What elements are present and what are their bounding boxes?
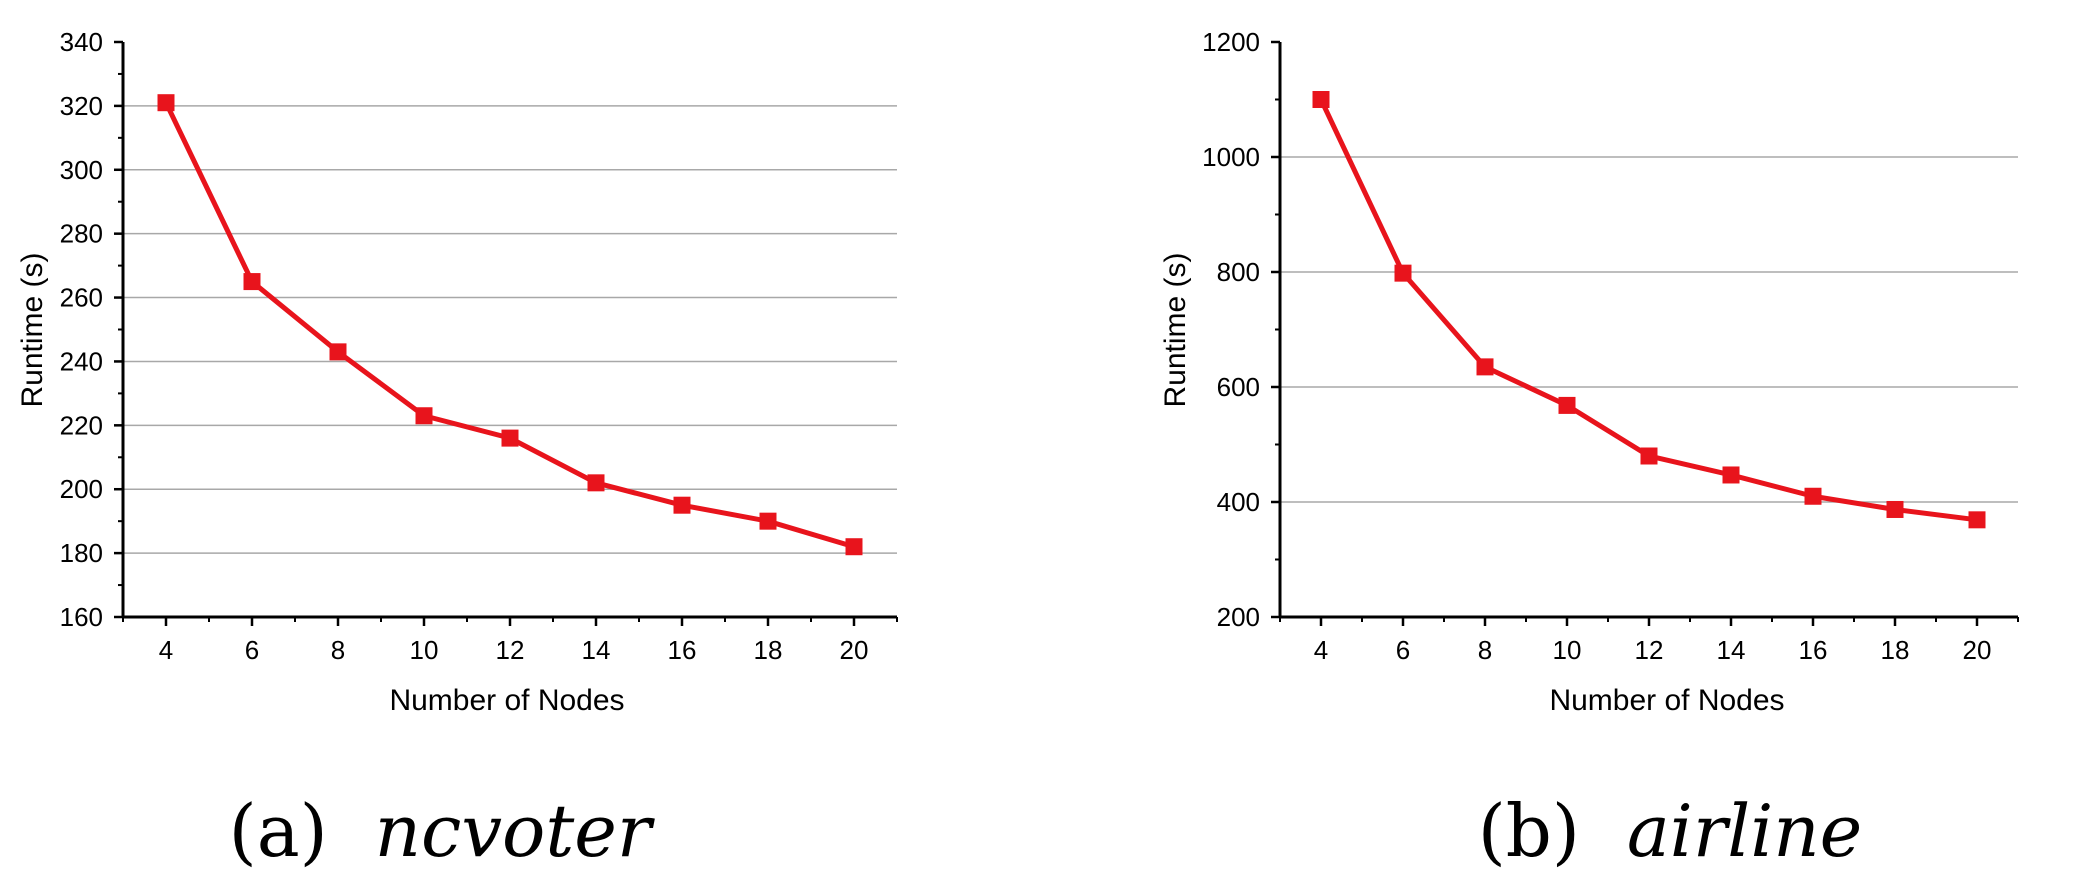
data-point (1476, 358, 1494, 376)
ticks: 200 400 600 800 1000 1200 4 6 8 10 12 14 16 18 20 (1202, 27, 2019, 665)
caption-name: airline (1627, 789, 1862, 873)
data-point (415, 407, 433, 425)
caption-label: (a) (229, 789, 328, 873)
data-point (1804, 487, 1822, 505)
data-point (1558, 396, 1576, 414)
ticks: 160 180 200 220 240 260 280 300 320 340 4 6 8 10 12 14 1… (60, 27, 898, 665)
data-point (845, 538, 863, 556)
data-point (329, 343, 347, 361)
y-tick-label: 160 (60, 602, 103, 632)
axes (121, 42, 897, 619)
data-point (1394, 264, 1412, 282)
data-point (157, 94, 175, 112)
data-point (673, 496, 691, 514)
y-tick-label: 240 (60, 346, 103, 376)
y-tick-label: 280 (60, 219, 103, 249)
y-tick-label: 200 (60, 474, 103, 504)
x-tick-label: 10 (410, 635, 439, 665)
y-tick-label: 220 (60, 410, 103, 440)
x-axis-label: Number of Nodes (389, 684, 624, 717)
x-tick-label: 12 (496, 635, 525, 665)
y-axis-label: Runtime (s) (16, 252, 49, 407)
grid-lines (123, 105, 897, 554)
series (157, 94, 863, 556)
y-axis-label: Runtime (s) (1159, 252, 1192, 407)
caption: (b) airline (1478, 789, 1863, 873)
x-tick-label: 18 (754, 635, 783, 665)
x-tick-label: 6 (1396, 635, 1410, 665)
x-tick-label: 14 (582, 635, 611, 665)
y-tick-label: 300 (60, 155, 103, 185)
axes (1278, 42, 2018, 619)
x-tick-label: 12 (1635, 635, 1664, 665)
data-point (501, 429, 519, 447)
data-point (1640, 447, 1658, 465)
y-tick-label: 320 (60, 91, 103, 121)
chart-ncvoter: 160 180 200 220 240 260 280 300 320 340 4 6 8 10 12 14 1… (16, 27, 898, 873)
x-tick-label: 10 (1553, 635, 1582, 665)
x-tick-label: 4 (159, 635, 173, 665)
data-point (1886, 500, 1904, 518)
y-tick-label: 400 (1217, 487, 1260, 517)
x-tick-label: 16 (1799, 635, 1828, 665)
data-point (1312, 91, 1330, 108)
data-point (243, 273, 261, 291)
x-axis-label: Number of Nodes (1549, 684, 1784, 717)
x-tick-label: 4 (1314, 635, 1328, 665)
x-tick-label: 6 (245, 635, 259, 665)
y-tick-label: 1000 (1202, 142, 1260, 172)
y-tick-label: 1200 (1202, 27, 1260, 57)
y-tick-label: 200 (1217, 602, 1260, 632)
x-tick-label: 8 (1478, 635, 1492, 665)
data-point (1968, 511, 1986, 529)
series (1312, 91, 1986, 529)
x-tick-label: 20 (1963, 635, 1992, 665)
x-tick-label: 18 (1881, 635, 1910, 665)
data-point (759, 512, 777, 530)
y-tick-label: 340 (60, 27, 103, 57)
x-tick-label: 14 (1717, 635, 1746, 665)
caption-label: (b) (1478, 789, 1580, 873)
caption-name: ncvoter (375, 789, 655, 873)
y-tick-label: 260 (60, 283, 103, 313)
y-tick-label: 600 (1217, 372, 1260, 402)
x-tick-label: 20 (840, 635, 869, 665)
x-tick-label: 16 (668, 635, 697, 665)
data-point (1722, 466, 1740, 484)
data-point (587, 474, 605, 492)
y-tick-label: 800 (1217, 257, 1260, 287)
chart-airline: 200 400 600 800 1000 1200 4 6 8 10 12 14 16 18 20 Numb… (1159, 27, 2019, 873)
x-tick-label: 8 (331, 635, 345, 665)
y-tick-label: 180 (60, 538, 103, 568)
caption: (a) ncvoter (229, 789, 655, 873)
